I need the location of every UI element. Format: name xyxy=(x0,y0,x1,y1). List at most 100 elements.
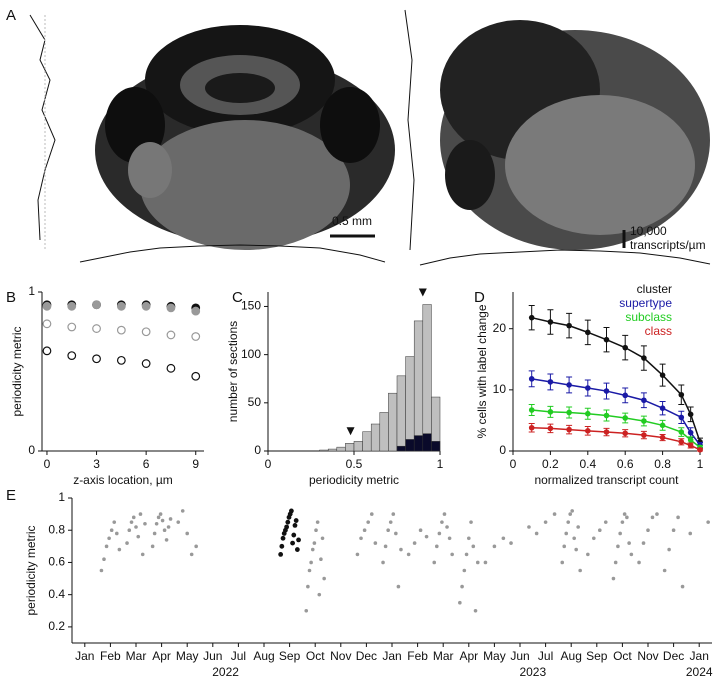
point xyxy=(312,541,317,545)
point xyxy=(527,525,531,529)
point xyxy=(310,547,315,552)
y-tick-label: 50 xyxy=(248,395,262,409)
point xyxy=(585,428,591,434)
point xyxy=(42,319,52,329)
scale-bar-label: 0.5 mm xyxy=(332,214,372,228)
point xyxy=(687,442,694,449)
point xyxy=(284,524,290,530)
point xyxy=(641,418,647,424)
point xyxy=(467,536,471,541)
bar xyxy=(422,433,432,452)
arrow-marker xyxy=(346,427,355,436)
x-tick-label: 0.4 xyxy=(579,457,596,471)
panel-label: B xyxy=(6,289,16,306)
point xyxy=(560,560,565,565)
bar xyxy=(396,445,406,452)
point xyxy=(117,547,122,552)
point xyxy=(294,547,300,552)
x-tick-label: 1 xyxy=(437,457,444,471)
y-tick-label: 20 xyxy=(493,321,507,335)
point xyxy=(304,608,309,613)
x-tick-label: Aug xyxy=(253,649,274,663)
point xyxy=(678,414,685,421)
point xyxy=(279,543,285,549)
point xyxy=(306,584,310,589)
point xyxy=(688,531,693,536)
point xyxy=(127,528,132,533)
point xyxy=(676,515,680,520)
point xyxy=(622,415,628,421)
point xyxy=(150,544,155,549)
point xyxy=(641,432,647,438)
point xyxy=(67,301,77,311)
point xyxy=(141,301,151,311)
point xyxy=(586,552,590,557)
x-tick-label: 0.8 xyxy=(654,457,671,471)
x-tick-label: Nov xyxy=(637,649,658,663)
point xyxy=(611,576,616,581)
point xyxy=(655,512,659,516)
point xyxy=(152,531,157,536)
point xyxy=(678,439,685,445)
point xyxy=(473,608,478,613)
point xyxy=(620,520,625,524)
point xyxy=(314,528,318,533)
point xyxy=(107,536,111,541)
point xyxy=(92,324,101,333)
point xyxy=(687,411,694,418)
point xyxy=(528,376,535,382)
x-tick-label: Jan xyxy=(690,649,709,663)
point xyxy=(483,560,488,565)
point xyxy=(706,520,710,524)
point xyxy=(625,515,629,520)
point xyxy=(547,425,554,432)
bar xyxy=(396,375,406,452)
x-tick-label: Mar xyxy=(433,649,454,663)
point xyxy=(572,536,576,541)
point xyxy=(176,520,181,524)
point xyxy=(592,536,596,541)
point xyxy=(566,520,571,524)
point xyxy=(194,544,198,549)
point xyxy=(613,560,618,565)
point xyxy=(650,515,655,520)
point xyxy=(629,552,634,557)
y-tick-label: 0.6 xyxy=(48,555,65,569)
bar xyxy=(319,449,329,452)
point xyxy=(564,531,569,536)
point xyxy=(566,382,572,388)
y-tick-label: 0.8 xyxy=(48,522,65,536)
point xyxy=(637,560,641,565)
x-tick-label: Dec xyxy=(663,649,684,663)
point xyxy=(435,544,439,549)
point xyxy=(475,560,480,565)
point xyxy=(659,434,666,441)
profile-trace xyxy=(419,249,711,266)
point xyxy=(129,520,134,524)
point xyxy=(317,592,322,597)
point xyxy=(185,531,189,536)
point xyxy=(450,552,454,557)
year-label: 2024 xyxy=(686,665,713,677)
x-tick-label: 9 xyxy=(192,457,199,471)
x-tick-label: 6 xyxy=(143,457,150,471)
point xyxy=(641,355,647,361)
point xyxy=(492,544,497,549)
point xyxy=(143,521,147,526)
series-line xyxy=(531,316,701,443)
x-tick-label: Oct xyxy=(306,649,325,663)
point xyxy=(191,332,201,341)
point xyxy=(154,521,159,526)
point xyxy=(678,429,685,435)
point xyxy=(445,525,449,529)
point xyxy=(447,536,452,541)
point xyxy=(547,319,554,325)
point xyxy=(646,528,650,533)
point xyxy=(622,430,628,437)
point xyxy=(191,306,201,316)
point xyxy=(67,322,77,332)
point xyxy=(562,544,567,549)
point xyxy=(566,426,572,433)
point xyxy=(42,346,52,356)
point xyxy=(104,544,109,549)
